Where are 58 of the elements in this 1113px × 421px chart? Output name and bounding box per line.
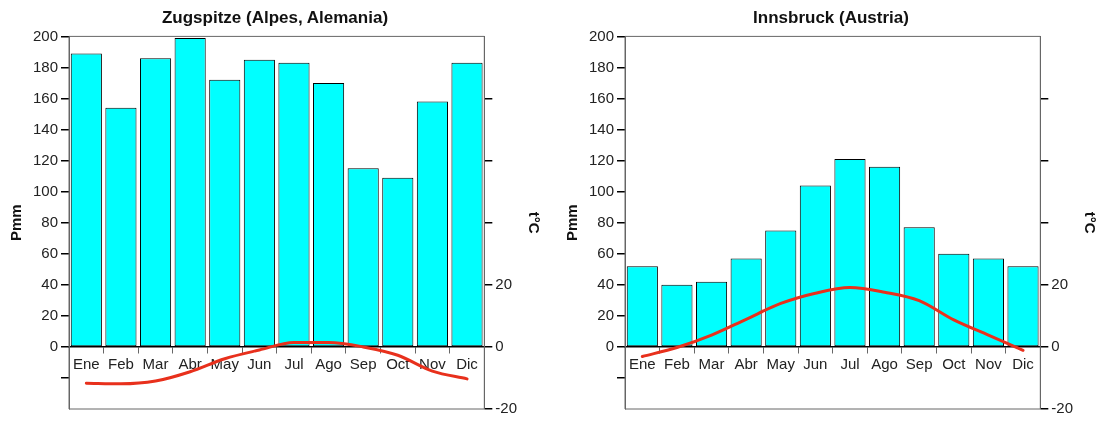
x-tick-label: Ago bbox=[871, 355, 898, 373]
y2-axis-title: t°C bbox=[1081, 211, 1099, 234]
y2-axis-title: t°C bbox=[525, 211, 543, 234]
x-tick-label: May bbox=[766, 355, 796, 373]
x-tick-label: Mar bbox=[142, 355, 169, 373]
x-tick-label: Abr bbox=[734, 355, 758, 373]
y-tick-label: 40 bbox=[41, 274, 59, 292]
line-series bbox=[640, 286, 1025, 359]
y-tick-label: 80 bbox=[41, 212, 59, 230]
y-tick-label: 0 bbox=[49, 337, 59, 355]
y-tick-label: 20 bbox=[597, 305, 615, 323]
y-tick-label: 160 bbox=[33, 88, 59, 106]
x-tick-label: Oct bbox=[386, 355, 411, 373]
x-tick-label: Dic bbox=[456, 355, 479, 373]
y-axis-title: Pmm bbox=[7, 204, 25, 242]
y-tick-label: 100 bbox=[589, 181, 615, 199]
chart-title: Zugspitze (Alpes, Alemania) bbox=[161, 7, 389, 27]
x-tick-label: Oct bbox=[942, 355, 967, 373]
y-tick-label: 140 bbox=[33, 119, 59, 137]
y-tick-label: 200 bbox=[589, 26, 615, 44]
x-tick-label: Feb bbox=[108, 355, 134, 373]
y-tick-label: 80 bbox=[597, 212, 615, 230]
x-tick-label: Ene bbox=[72, 355, 100, 373]
x-tick-label: Feb bbox=[664, 355, 690, 373]
x-tick-label: Jun bbox=[247, 355, 272, 373]
y-tick-label: 0 bbox=[605, 337, 615, 355]
y-tick-label: 40 bbox=[597, 274, 615, 292]
y-tick-label: 200 bbox=[33, 26, 59, 44]
y2-tick-label: 0 bbox=[1051, 337, 1060, 355]
y-tick-label: 100 bbox=[33, 181, 59, 199]
x-tick-label: Nov bbox=[975, 355, 1003, 373]
y-tick-label: 60 bbox=[41, 243, 59, 261]
y2-tick-label: 20 bbox=[495, 274, 513, 292]
y-tick-label: 120 bbox=[589, 150, 615, 168]
x-tick-label: Nov bbox=[419, 355, 447, 373]
y2-tick-label: -20 bbox=[495, 399, 518, 417]
x-tick-label: Sep bbox=[905, 355, 933, 373]
y-tick-label: 120 bbox=[33, 150, 59, 168]
x-tick-label: Jul bbox=[284, 355, 304, 373]
x-tick-label: Jun bbox=[803, 355, 828, 373]
y2-tick-label: -20 bbox=[1051, 399, 1074, 417]
y2-tick-label: 20 bbox=[1051, 274, 1069, 292]
y-tick-label: 20 bbox=[41, 305, 59, 323]
y-tick-label: 180 bbox=[589, 57, 615, 75]
chart-title: Innsbruck (Austria) bbox=[753, 7, 909, 27]
x-tick-label: Sep bbox=[349, 355, 377, 373]
y-tick-label: 60 bbox=[597, 243, 615, 261]
y2-tick-label: 0 bbox=[495, 337, 504, 355]
y-tick-label: 140 bbox=[589, 119, 615, 137]
x-tick-label: Dic bbox=[1012, 355, 1035, 373]
y-tick-label: 160 bbox=[589, 88, 615, 106]
x-tick-label: Ago bbox=[315, 355, 342, 373]
x-tick-label: Mar bbox=[698, 355, 725, 373]
y-tick-label: 180 bbox=[33, 57, 59, 75]
x-tick-label: Jul bbox=[840, 355, 860, 373]
y-axis-title: Pmm bbox=[563, 204, 581, 242]
x-tick-label: Ene bbox=[628, 355, 656, 373]
x-tick-label: Abr bbox=[178, 355, 202, 373]
